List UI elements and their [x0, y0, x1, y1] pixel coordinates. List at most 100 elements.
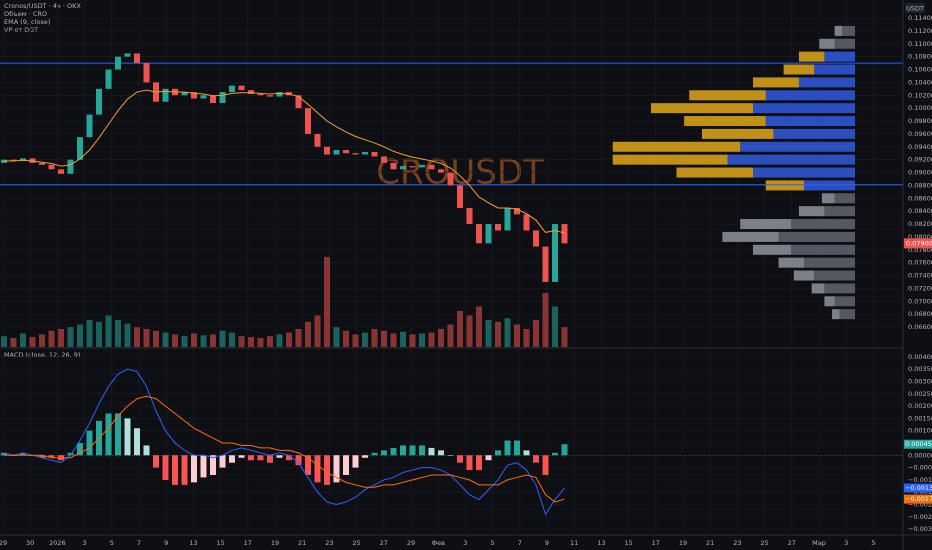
candle-body: [371, 151, 378, 157]
volume-bar: [552, 306, 558, 347]
candle-body: [533, 230, 539, 247]
volume-bar: [419, 333, 425, 347]
volume-bar: [77, 324, 83, 347]
volume-bar: [438, 329, 444, 347]
volume-bar: [362, 332, 368, 347]
profile-buy: [722, 231, 779, 242]
candle-body: [409, 166, 416, 168]
macd-histogram-bar: [343, 455, 349, 475]
volume-bar: [219, 330, 226, 347]
profile-sell: [765, 90, 855, 101]
volume-bar: [324, 257, 330, 347]
macd-histogram-bar: [191, 455, 197, 483]
candle-body: [457, 185, 463, 208]
x-tick-label: 21: [706, 539, 714, 547]
volume-bar: [162, 332, 169, 347]
profile-sell: [834, 38, 855, 49]
profile-buy: [651, 103, 753, 114]
profile-buy: [798, 51, 825, 62]
profile-sell: [824, 51, 855, 62]
x-tick-label: 7: [518, 539, 522, 547]
macd-histogram-bar: [248, 455, 254, 461]
profile-buy: [824, 296, 835, 307]
volume-bar: [390, 333, 397, 347]
macd-histogram-bar: [533, 455, 539, 463]
macd-histogram-bar: [153, 455, 159, 468]
macd-histogram-bar: [390, 447, 397, 456]
profile-buy: [753, 244, 792, 255]
profile-sell: [778, 231, 855, 242]
volume-bar: [58, 329, 64, 347]
macd-histogram-bar: [181, 455, 188, 485]
indicator-label: Объем · CRO: [4, 10, 47, 18]
candle-body: [210, 95, 216, 104]
macd-histogram-bar: [295, 455, 302, 466]
profile-buy: [798, 206, 825, 217]
macd-histogram-bar: [143, 445, 150, 456]
volume-bar: [400, 331, 406, 347]
macd-histogram-bar: [124, 418, 131, 456]
profile-sell: [773, 128, 855, 139]
macd-histogram-bar: [542, 455, 549, 475]
candle-body: [58, 169, 64, 174]
x-tick-label: 11: [570, 539, 578, 547]
profile-buy: [765, 180, 804, 191]
profile-sell: [804, 257, 855, 268]
indicator-label: VP от DGT: [4, 26, 38, 34]
x-tick-label: 3: [463, 539, 467, 547]
profile-buy: [612, 154, 728, 165]
macd-histogram-bar: [39, 455, 45, 458]
x-tick-label: 9: [545, 539, 549, 547]
candle-body: [162, 88, 169, 102]
x-tick-label: 5: [110, 539, 114, 547]
volume-bar: [295, 329, 302, 347]
volume-bar: [371, 329, 378, 347]
x-tick-label: 25: [352, 539, 360, 547]
macd-histogram-bar: [77, 442, 83, 456]
candle-body: [542, 246, 549, 282]
candle-body: [390, 162, 397, 170]
volume-bar: [134, 327, 140, 347]
profile-sell: [824, 206, 855, 217]
macd-histogram-bar: [48, 455, 55, 458]
macd-histogram-bar: [257, 455, 264, 461]
candle-body: [96, 88, 102, 115]
y-tick-label: 0.00000: [908, 451, 932, 459]
x-tick-label: 15: [216, 539, 224, 547]
candle-body: [77, 137, 83, 160]
profile-sell: [765, 116, 855, 127]
macd-histogram-bar: [86, 430, 93, 456]
x-tick-label: 5: [871, 539, 875, 547]
x-tick-label: 5: [491, 539, 495, 547]
macd-histogram-bar: [162, 455, 169, 480]
price-tag-label: 0.07900: [906, 239, 932, 247]
x-tick-label: 13: [189, 539, 197, 547]
x-tick-label: 25: [760, 539, 768, 547]
volume-bar: [561, 327, 568, 347]
macd-histogram-bar: [238, 455, 245, 458]
profile-buy: [702, 128, 774, 139]
macd-histogram-bar: [400, 445, 406, 456]
candle-body: [200, 95, 207, 99]
candle-body: [10, 159, 17, 161]
macd-histogram-bar: [438, 450, 444, 456]
candle-body: [67, 159, 74, 174]
x-tick-label: 21: [298, 539, 306, 547]
macd-histogram-bar: [333, 455, 340, 483]
candle-body: [134, 53, 140, 64]
x-tick-label: Фев: [431, 539, 445, 547]
macd-histogram-bar: [219, 455, 226, 468]
volume-bar: [210, 334, 216, 347]
